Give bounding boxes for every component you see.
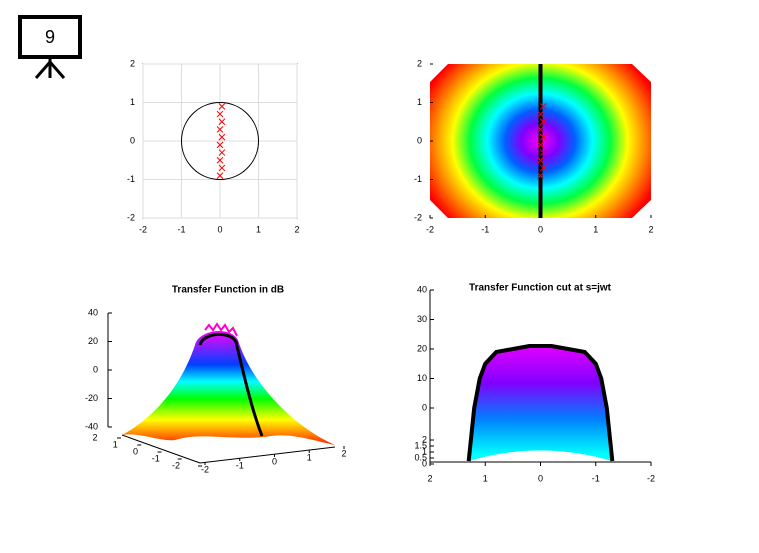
axis: [199, 446, 336, 464]
x-tick-label: 2: [341, 448, 346, 458]
y-tick-label: 0: [417, 135, 422, 145]
x-tick-label: -2: [647, 473, 655, 483]
z-tick-label: 0: [422, 402, 427, 412]
pole-marker: [537, 110, 544, 118]
y-tick-label: -1: [414, 174, 422, 184]
pole-marker: [539, 133, 547, 141]
y-tick-label: 2: [130, 58, 135, 68]
pole-marker: [537, 156, 544, 164]
pole-marker: [537, 141, 544, 149]
y-tick-label: 0: [133, 446, 138, 456]
pole-marker: [216, 110, 224, 118]
x-tick-label: -1: [236, 460, 244, 470]
pole-marker: [537, 172, 544, 180]
y-tick-label: 2: [417, 58, 422, 68]
z-tick-label: 40: [417, 284, 427, 294]
x-tick-label: 0: [217, 224, 222, 234]
chart-title: Transfer Function cut at s=jwt: [469, 283, 612, 294]
y-tick-label: 0.5: [414, 452, 427, 462]
chart-title: Transfer Function in dB: [172, 285, 284, 296]
x-tick-label: 1: [593, 224, 598, 234]
y-tick-label: -2: [414, 212, 422, 222]
y-tick-label: 1.5: [414, 440, 427, 450]
y-tick-label: 2: [92, 432, 97, 442]
y-tick-label: -2: [172, 460, 180, 470]
x-tick-label: -1: [481, 224, 489, 234]
slide-icon: 9: [18, 15, 82, 79]
pole-marker: [216, 172, 224, 180]
cut-curve-3d: [198, 333, 264, 437]
x-tick-label: 0: [538, 473, 543, 483]
y-tick-label: 1: [417, 97, 422, 107]
pole-marker: [218, 133, 226, 141]
cut-curve: [466, 344, 615, 462]
unit-circle: [181, 102, 259, 180]
pole-marker: [218, 164, 226, 172]
x-tick-label: 0: [538, 224, 543, 234]
pole-marker: [539, 164, 547, 172]
z-tick-label: 20: [417, 343, 427, 353]
z-tick-label: 40: [88, 307, 98, 317]
cut-surface: [468, 346, 613, 462]
z-tick-label: 30: [417, 314, 427, 324]
x-tick-label: -1: [177, 224, 185, 234]
y-tick-label: 1: [130, 97, 135, 107]
x-tick-label: -2: [426, 224, 434, 234]
z-tick-label: -20: [85, 393, 98, 403]
surface: [122, 330, 335, 445]
slide-number: 9: [45, 27, 55, 47]
x-tick-label: 2: [648, 224, 653, 234]
surface-peaks: [204, 322, 238, 337]
z-tick-label: -40: [85, 421, 98, 431]
x-tick-label: -2: [201, 464, 209, 474]
z-tick-label: 10: [417, 373, 427, 383]
x-tick-label: 1: [256, 224, 261, 234]
z-tick-label: 20: [88, 336, 98, 346]
pole-marker: [216, 156, 224, 164]
axis: [121, 434, 201, 464]
pole-marker: [216, 141, 224, 149]
z-tick-label: 0: [93, 364, 98, 374]
x-tick-label: 2: [427, 473, 432, 483]
x-tick-label: 0: [272, 456, 277, 466]
x-tick-label: 2: [294, 224, 299, 234]
pole-marker: [537, 126, 544, 133]
pole-marker: [539, 102, 547, 110]
x-tick-label: 1: [483, 473, 488, 483]
pole-marker: [539, 118, 547, 126]
y-tick-label: 0: [422, 458, 427, 468]
y-tick-label: -2: [127, 212, 135, 222]
pole-marker: [216, 126, 224, 133]
y-tick-label: 1: [113, 439, 118, 449]
pole-marker: [539, 149, 547, 156]
pole-marker: [218, 149, 226, 156]
x-tick-label: -2: [139, 224, 147, 234]
x-tick-label: 1: [307, 452, 312, 462]
y-tick-label: -1: [127, 174, 135, 184]
y-tick-label: 1: [422, 446, 427, 456]
pole-marker: [218, 102, 226, 110]
y-tick-label: 2: [422, 434, 427, 444]
pole-marker: [218, 118, 226, 126]
x-tick-label: -1: [592, 473, 600, 483]
y-tick-label: 0: [130, 135, 135, 145]
y-tick-label: -1: [152, 453, 160, 463]
